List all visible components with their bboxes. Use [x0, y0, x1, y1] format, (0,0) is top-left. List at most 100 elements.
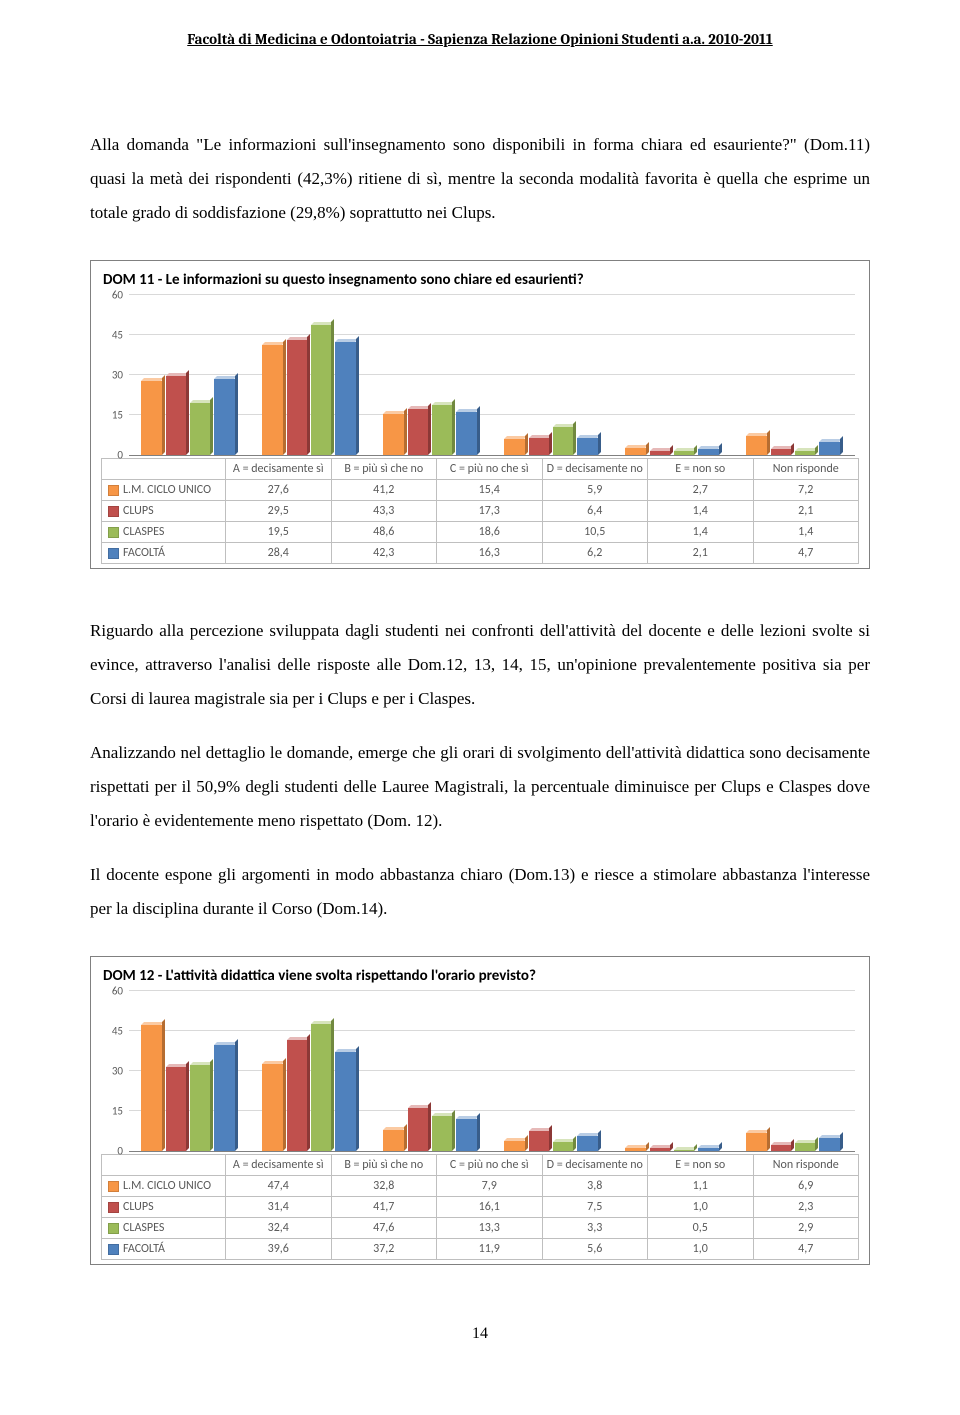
data-cell: 6,4	[542, 501, 648, 522]
bar	[456, 1119, 479, 1151]
bar	[166, 1067, 189, 1151]
data-cell: 13,3	[437, 1218, 543, 1239]
data-cell: 3,3	[542, 1218, 648, 1239]
data-cell: 37,2	[331, 1239, 437, 1260]
category-header: A = decisamente sì	[226, 1155, 332, 1176]
paragraph-3: Analizzando nel dettaglio le domande, em…	[90, 736, 870, 838]
legend-swatch	[108, 1223, 119, 1234]
data-cell: 31,4	[226, 1197, 332, 1218]
bar	[698, 449, 721, 455]
category-header: B = più sì che no	[331, 1155, 437, 1176]
data-cell: 39,6	[226, 1239, 332, 1260]
series-label: CLASPES	[123, 525, 164, 539]
chart-dom11: DOM 11 - Le informazioni su questo inseg…	[90, 260, 870, 569]
legend-swatch	[108, 1244, 119, 1255]
bar	[795, 451, 818, 455]
y-tick: 15	[99, 1105, 123, 1118]
bar	[432, 1116, 455, 1151]
bar	[504, 1141, 527, 1151]
bar	[577, 438, 600, 455]
data-cell: 6,9	[753, 1176, 859, 1197]
series-label: L.M. CICLO UNICO	[123, 1179, 211, 1193]
data-cell: 3,8	[542, 1176, 648, 1197]
bar	[214, 1045, 237, 1151]
bar	[456, 412, 479, 455]
data-cell: 5,9	[542, 480, 648, 501]
category-header: D = decisamente no	[542, 459, 648, 480]
data-cell: 7,2	[753, 480, 859, 501]
data-cell: 17,3	[437, 501, 543, 522]
category-header: D = decisamente no	[542, 1155, 648, 1176]
series-label: CLUPS	[123, 504, 154, 518]
paragraph-4: Il docente espone gli argomenti in modo …	[90, 858, 870, 926]
bar	[190, 403, 213, 455]
chart-dom12: DOM 12 - L'attività didattica viene svol…	[90, 956, 870, 1265]
page-number: 14	[90, 1325, 870, 1343]
data-cell: 16,1	[437, 1197, 543, 1218]
series-label: CLASPES	[123, 1221, 164, 1235]
data-cell: 19,5	[226, 522, 332, 543]
data-cell: 41,7	[331, 1197, 437, 1218]
series-label: FACOLTÁ	[123, 546, 165, 560]
category-header: Non risponde	[753, 459, 859, 480]
paragraph-1: Alla domanda "Le informazioni sull'inseg…	[90, 128, 870, 230]
category-header: A = decisamente sì	[226, 459, 332, 480]
data-cell: 5,6	[542, 1239, 648, 1260]
bar	[287, 1040, 310, 1151]
data-cell: 4,7	[753, 543, 859, 564]
category-header: C = più no che sì	[437, 459, 543, 480]
data-cell: 0,5	[648, 1218, 754, 1239]
bar	[262, 1064, 285, 1151]
bar	[625, 1148, 648, 1151]
bar	[383, 1130, 406, 1151]
y-tick: 0	[99, 1145, 123, 1158]
chart-title: DOM 11 - Le informazioni su questo inseg…	[103, 271, 859, 289]
y-tick: 0	[99, 449, 123, 462]
plot-area: 015304560	[129, 991, 855, 1152]
legend-swatch	[108, 1202, 119, 1213]
data-cell: 6,2	[542, 543, 648, 564]
bar	[408, 1108, 431, 1151]
bar	[819, 442, 842, 455]
data-cell: 27,6	[226, 480, 332, 501]
data-table: A = decisamente sìB = più sì che noC = p…	[101, 1154, 859, 1260]
page-header: Facoltà di Medicina e Odontoiatria - Sap…	[90, 30, 870, 48]
bar	[335, 1052, 358, 1151]
bar	[214, 379, 237, 455]
bar	[311, 1024, 334, 1151]
data-cell: 7,9	[437, 1176, 543, 1197]
data-cell: 48,6	[331, 522, 437, 543]
legend-swatch	[108, 527, 119, 538]
data-cell: 1,0	[648, 1197, 754, 1218]
bar	[141, 1025, 164, 1151]
data-cell: 16,3	[437, 543, 543, 564]
data-cell: 15,4	[437, 480, 543, 501]
bar	[771, 1145, 794, 1151]
paragraph-2: Riguardo alla percezione sviluppata dagl…	[90, 614, 870, 716]
data-cell: 43,3	[331, 501, 437, 522]
legend-swatch	[108, 506, 119, 517]
y-tick: 30	[99, 369, 123, 382]
data-cell: 4,7	[753, 1239, 859, 1260]
data-cell: 10,5	[542, 522, 648, 543]
data-cell: 2,1	[648, 543, 754, 564]
data-cell: 2,9	[753, 1218, 859, 1239]
bar	[746, 436, 769, 455]
legend-swatch	[108, 485, 119, 496]
category-header: E = non so	[648, 459, 754, 480]
y-tick: 15	[99, 409, 123, 422]
legend-swatch	[108, 1181, 119, 1192]
bar	[408, 409, 431, 455]
bar	[383, 414, 406, 455]
data-cell: 32,8	[331, 1176, 437, 1197]
legend-swatch	[108, 548, 119, 559]
data-cell: 1,4	[648, 501, 754, 522]
bar	[190, 1065, 213, 1151]
data-cell: 18,6	[437, 522, 543, 543]
bar	[698, 1148, 721, 1151]
data-cell: 11,9	[437, 1239, 543, 1260]
data-cell: 1,4	[753, 522, 859, 543]
bar	[553, 1142, 576, 1151]
bar	[335, 342, 358, 455]
series-label: L.M. CICLO UNICO	[123, 483, 211, 497]
